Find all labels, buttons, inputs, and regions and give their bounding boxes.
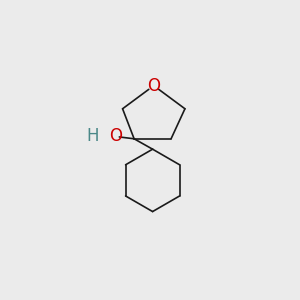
Text: H: H <box>86 128 99 146</box>
Text: O: O <box>147 77 160 95</box>
Text: O: O <box>109 128 122 146</box>
